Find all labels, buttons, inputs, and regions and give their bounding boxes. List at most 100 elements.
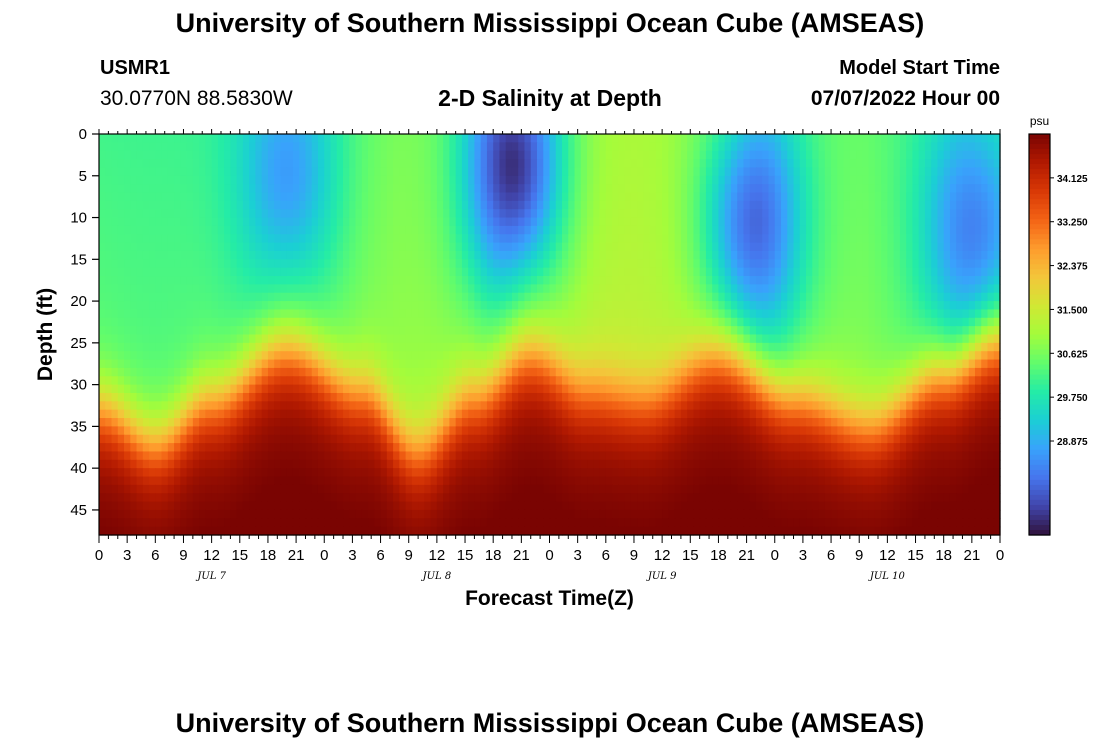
heatmap-cell — [343, 175, 350, 185]
heatmap-cell — [612, 184, 619, 194]
heatmap-cell — [167, 250, 175, 260]
heatmap-cell — [111, 359, 119, 369]
heatmap-cell — [99, 351, 106, 361]
heatmap-cell — [324, 167, 332, 177]
heatmap-cell — [105, 376, 113, 386]
heatmap-cell — [937, 376, 945, 386]
heatmap-cell — [299, 367, 307, 377]
heatmap-cell — [430, 309, 438, 319]
heatmap-cell — [217, 217, 225, 227]
heatmap-cell — [899, 301, 907, 311]
heatmap-cell — [737, 317, 745, 327]
heatmap-cell — [943, 142, 951, 152]
heatmap-cell — [224, 142, 231, 152]
heatmap-cell — [818, 351, 826, 361]
heatmap-cell — [161, 392, 169, 402]
heatmap-cell — [687, 342, 695, 352]
heatmap-cell — [974, 200, 982, 210]
heatmap-cell — [818, 234, 826, 244]
heatmap-cell — [962, 234, 970, 244]
heatmap-cell — [161, 184, 169, 194]
heatmap-cell — [493, 175, 501, 185]
heatmap-cell — [856, 242, 863, 252]
heatmap-cell — [705, 167, 713, 177]
heatmap-cell — [399, 250, 407, 260]
heatmap-cell — [461, 184, 469, 194]
heatmap-cell — [893, 150, 901, 160]
heatmap-cell — [549, 200, 557, 210]
heatmap-cell — [524, 309, 532, 319]
heatmap-cell — [530, 409, 538, 419]
heatmap-cell — [343, 284, 350, 294]
heatmap-cell — [242, 192, 250, 202]
heatmap-cell — [518, 351, 526, 361]
heatmap-cell — [874, 301, 882, 311]
heatmap-cell — [493, 409, 501, 419]
heatmap-cell — [906, 359, 914, 369]
heatmap-cell — [662, 401, 669, 411]
heatmap-cell — [380, 376, 388, 386]
heatmap-cell — [255, 242, 263, 252]
heatmap-cell — [618, 342, 626, 352]
heatmap-cell — [261, 409, 269, 419]
heatmap-cell — [374, 276, 382, 285]
heatmap-cell — [649, 184, 657, 194]
heatmap-cell — [799, 242, 807, 252]
heatmap-cell — [962, 367, 970, 377]
heatmap-cell — [199, 242, 206, 252]
heatmap-cell — [249, 200, 257, 210]
heatmap-cell — [405, 292, 413, 302]
heatmap-cell — [618, 234, 626, 244]
heatmap-cell — [217, 142, 225, 152]
heatmap-cell — [793, 367, 801, 377]
heatmap-cell — [562, 309, 569, 319]
heatmap-cell — [299, 267, 307, 277]
heatmap-cell — [943, 276, 951, 285]
heatmap-cell — [705, 217, 713, 227]
heatmap-cell — [668, 200, 676, 210]
heatmap-cell — [236, 225, 244, 235]
heatmap-cell — [849, 276, 857, 285]
heatmap-cell — [943, 184, 951, 194]
heatmap-cell — [887, 359, 895, 369]
heatmap-cell — [418, 200, 425, 210]
heatmap-cell — [812, 184, 820, 194]
heatmap-cell — [555, 192, 563, 202]
heatmap-cell — [924, 192, 932, 202]
heatmap-cell — [511, 192, 519, 202]
heatmap-cell — [799, 184, 807, 194]
heatmap-cell — [311, 359, 319, 369]
heatmap-cell — [962, 401, 970, 411]
heatmap-cell — [849, 150, 857, 160]
heatmap-cell — [924, 384, 932, 394]
heatmap-cell — [637, 150, 644, 160]
heatmap-cell — [274, 376, 282, 386]
heatmap-cell — [493, 159, 501, 169]
heatmap-cell — [768, 200, 776, 210]
heatmap-cell — [311, 418, 319, 427]
heatmap-cell — [649, 418, 657, 427]
heatmap-cell — [768, 175, 776, 185]
heatmap-cell — [361, 367, 369, 377]
heatmap-cell — [355, 192, 363, 202]
heatmap-cell — [274, 384, 282, 394]
heatmap-cell — [862, 200, 870, 210]
heatmap-cell — [993, 409, 1001, 419]
heatmap-cell — [511, 284, 519, 294]
heatmap-cell — [593, 384, 601, 394]
heatmap-cell — [249, 401, 257, 411]
heatmap-cell — [956, 209, 964, 219]
heatmap-cell — [743, 250, 751, 260]
heatmap-cell — [856, 342, 863, 352]
heatmap-cell — [149, 225, 156, 235]
heatmap-cell — [524, 217, 532, 227]
heatmap-cell — [599, 418, 607, 427]
heatmap-cell — [737, 134, 745, 143]
heatmap-cell — [167, 259, 175, 269]
heatmap-cell — [668, 301, 676, 311]
heatmap-cell — [924, 351, 932, 361]
heatmap-cell — [536, 392, 544, 402]
heatmap-cell — [643, 284, 651, 294]
heatmap-cell — [912, 167, 920, 177]
heatmap-cell — [806, 326, 813, 336]
